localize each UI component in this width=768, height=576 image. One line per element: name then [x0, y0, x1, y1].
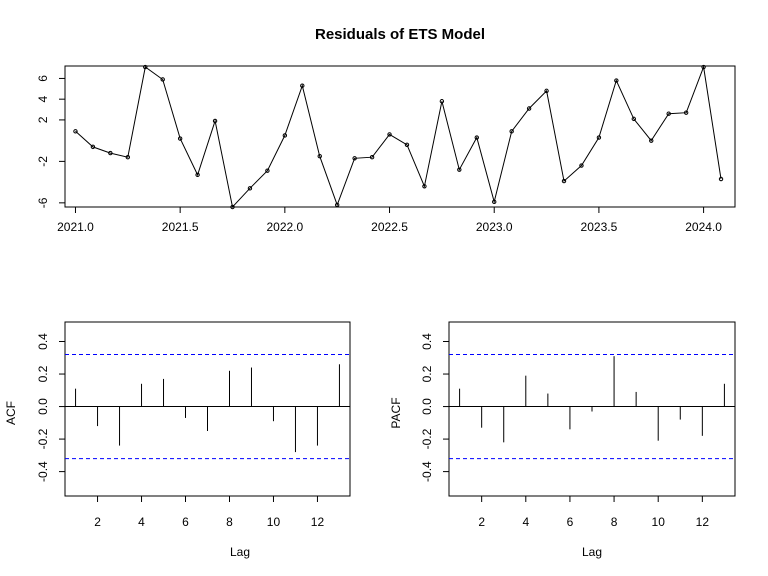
ts-y-tick-label: -6 [36, 197, 50, 208]
residual-point [649, 138, 654, 143]
acf-y-tick-label: -0.4 [36, 461, 50, 482]
residual-point [230, 204, 235, 210]
pacf-x-tick-label: 6 [567, 515, 574, 529]
pacf-y-tick-label: -0.2 [420, 428, 434, 449]
residual-point [143, 64, 148, 70]
acf-x-tick-label: 8 [226, 515, 233, 529]
residual-point [666, 111, 671, 116]
residual-point [526, 106, 532, 111]
ts-x-tick-label: 2023.5 [581, 220, 618, 234]
residual-point [282, 133, 288, 138]
pacf-x-tick-label: 2 [478, 515, 485, 529]
residual-point [544, 88, 549, 94]
ts-x-tick-label: 2022.5 [371, 220, 408, 234]
pacf-y-tick-label: -0.4 [420, 461, 434, 482]
ts-y-tick-label: 4 [36, 96, 50, 103]
pacf-y-tick-label: 0.0 [420, 398, 434, 415]
residual-point [492, 199, 497, 205]
acf-x-axis-label: Lag [230, 545, 250, 559]
residual-point [247, 186, 253, 191]
residual-point [701, 64, 706, 70]
ts-x-tick-label: 2021.0 [57, 220, 94, 234]
residual-point [387, 132, 392, 137]
pacf-y-tick-label: 0.2 [420, 365, 434, 382]
residual-point [317, 153, 322, 159]
ts-y-tick-label: 6 [36, 75, 50, 82]
residual-point [334, 202, 340, 208]
ts-x-tick-label: 2023.0 [476, 220, 513, 234]
residual-point [177, 136, 183, 141]
ts-y-tick-label: -2 [36, 156, 50, 167]
acf-y-tick-label: 0.2 [36, 365, 50, 382]
residual-point [509, 129, 514, 134]
residual-point [369, 155, 375, 160]
residual-point [160, 77, 165, 82]
residual-point [614, 78, 619, 83]
residual-point [683, 110, 689, 115]
pacf-panel: Lag PACF 2 4 6 8 10 12 -0.4 -0.2 0.0 0.2 0.4 [389, 321, 736, 559]
residual-point [352, 156, 357, 161]
residual-point [457, 167, 462, 172]
pacf-x-tick-label: 4 [522, 515, 529, 529]
acf-plot-frame [64, 321, 351, 497]
acf-x-tick-label: 2 [94, 515, 101, 529]
pacf-x-tick-label: 8 [611, 515, 618, 529]
chart-title: Residuals of ETS Model [315, 26, 485, 43]
residual-point [596, 135, 602, 140]
pacf-y-axis-label: PACF [389, 397, 403, 428]
residual-point [439, 99, 445, 104]
residual-point [579, 163, 584, 168]
residual-point [125, 155, 131, 160]
residual-point [404, 142, 410, 147]
acf-y-axis-label: ACF [4, 401, 18, 425]
acf-panel: Lag ACF 2 4 6 8 10 12 -0.4 -0.2 0.0 0.2 0.4 [4, 321, 351, 559]
residual-point [90, 144, 96, 150]
residuals-time-series-panel: 2021.0 2021.5 2022.0 2022.5 2023.0 2023.5 2024… [36, 64, 736, 234]
ts-x-tick-label: 2022.0 [266, 220, 303, 234]
pacf-x-tick-label: 10 [652, 515, 666, 529]
residual-point [212, 118, 218, 124]
ts-plot-frame [64, 65, 736, 208]
residual-point [300, 83, 305, 88]
residual-point [265, 168, 270, 173]
residual-point [474, 135, 479, 140]
acf-y-tick-label: -0.2 [36, 428, 50, 449]
pacf-x-tick-label: 12 [696, 515, 710, 529]
acf-x-tick-label: 10 [267, 515, 281, 529]
residual-series-line [75, 65, 722, 209]
ts-x-tick-label: 2021.5 [162, 220, 199, 234]
residual-point [631, 116, 637, 122]
acf-x-tick-label: 4 [138, 515, 145, 529]
pacf-plot-frame [448, 321, 736, 497]
acf-y-tick-label: 0.4 [36, 333, 50, 350]
acf-y-tick-label: 0.0 [36, 398, 50, 415]
ts-x-tick-label: 2024.0 [685, 220, 722, 234]
pacf-y-tick-label: 0.4 [420, 333, 434, 350]
residual-point [195, 172, 200, 178]
acf-x-tick-label: 6 [182, 515, 189, 529]
ts-y-tick-label: 2 [36, 116, 50, 123]
residual-point [108, 150, 113, 156]
pacf-x-axis-label: Lag [582, 545, 602, 559]
residual-point [718, 176, 724, 182]
acf-x-tick-label: 12 [311, 515, 325, 529]
residual-point [422, 184, 427, 189]
residual-point [561, 178, 567, 184]
residual-point [73, 129, 78, 134]
